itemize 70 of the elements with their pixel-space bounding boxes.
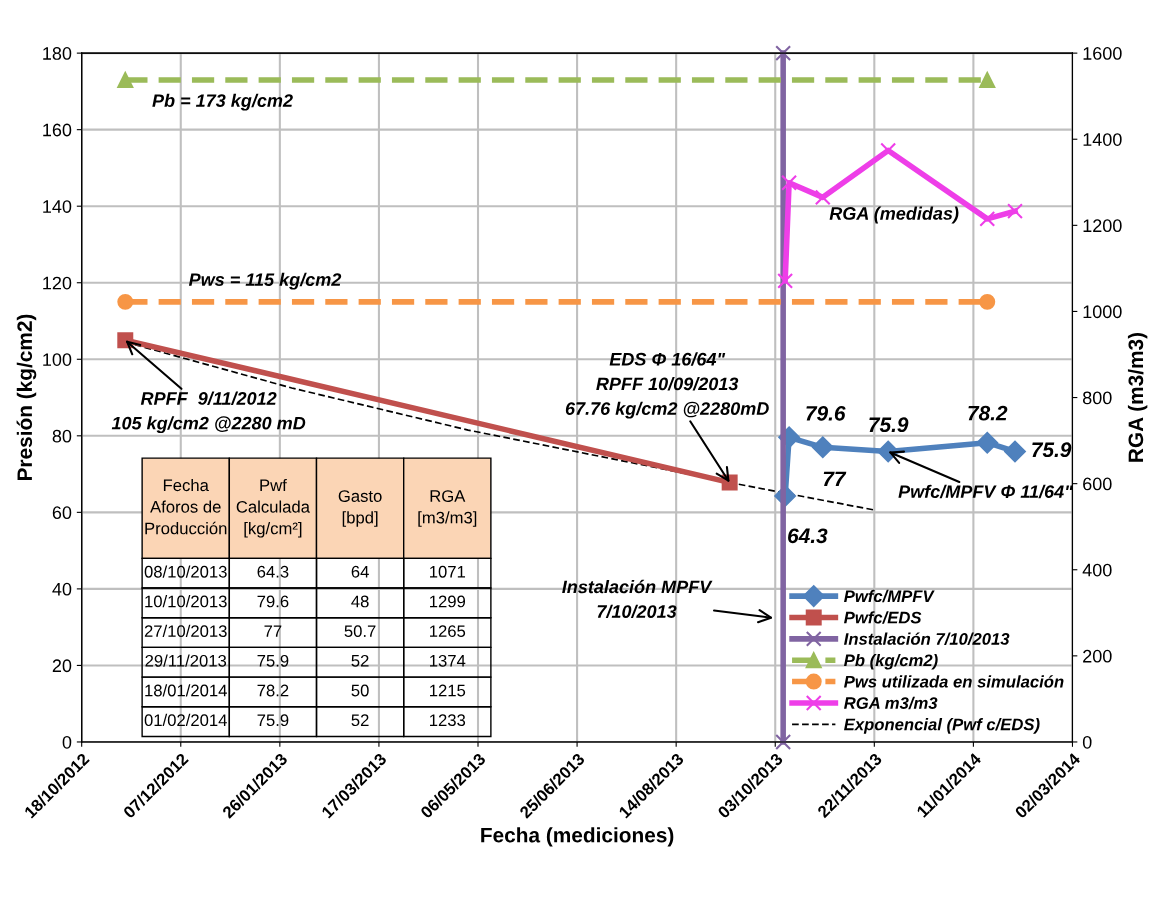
y2-tick-label: 400 bbox=[1082, 563, 1112, 577]
annotation: 48 bbox=[351, 595, 369, 608]
annotation: 77 bbox=[264, 625, 282, 637]
annotation: Gasto [bpd] bbox=[338, 490, 382, 527]
legend-label: Instalación 7/10/2013 bbox=[844, 632, 1010, 646]
y-tick-label: 100 bbox=[43, 353, 72, 366]
annotation: 50.7 bbox=[344, 625, 376, 638]
annotation: 64.3 bbox=[257, 565, 289, 578]
y-tick-label: 140 bbox=[43, 200, 72, 213]
annotation: 50 bbox=[351, 684, 369, 697]
annotation: 75.9 bbox=[257, 654, 289, 667]
annotation: 27/10/2013 bbox=[144, 624, 227, 638]
data-label: 77 bbox=[823, 471, 847, 487]
y2-tick-label: 1000 bbox=[1083, 305, 1122, 319]
y2-tick-label: 1400 bbox=[1083, 133, 1122, 146]
annotation: 10/10/2013 bbox=[145, 595, 227, 608]
annotation: 01/02/2014 bbox=[144, 713, 227, 727]
x-axis-title: Fecha (mediciones) bbox=[481, 827, 674, 847]
y-axis-title: Presión (kg/cm2) bbox=[16, 314, 37, 481]
y-tick-label: 160 bbox=[43, 123, 72, 137]
y-tick-label: 80 bbox=[52, 429, 72, 443]
legend-label: Exponencial (Pwf c/EDS) bbox=[844, 718, 1040, 734]
annotation: 79.6 bbox=[257, 595, 289, 608]
annotation: Pwfc/MPFV Φ 11/64" bbox=[898, 484, 1073, 499]
annotation: EDS Φ 16/64" RPFF 10/09/2013 67.76 kg/cm2 @2280mD bbox=[565, 352, 769, 419]
annotation: 78.2 bbox=[257, 684, 289, 697]
y-tick-label: 60 bbox=[52, 506, 72, 520]
annotation: 64 bbox=[351, 565, 369, 578]
legend-label: RGA m3/m3 bbox=[844, 696, 938, 710]
annotation: RPFF 9/11/2012 105 kg/cm2 @2280 mD bbox=[111, 391, 306, 434]
annotation: 52 bbox=[351, 654, 369, 667]
y-tick-label: 120 bbox=[43, 276, 72, 290]
y-tick-label: 180 bbox=[43, 47, 72, 60]
annotation: RGA [m3/m3] bbox=[418, 490, 477, 527]
annotation: 18/01/2014 bbox=[145, 684, 227, 697]
y-tick-label: 0 bbox=[62, 735, 72, 749]
legend-label: Pwfc/MPFV bbox=[844, 589, 935, 603]
annotation: Instalación MPFV 7/10/2013 bbox=[562, 579, 713, 619]
annotation: Pwf Calculada [kg/cm²] bbox=[236, 478, 310, 538]
annotation: Fecha Aforos de Producción bbox=[145, 478, 227, 535]
legend-label: Pwfc/EDS bbox=[844, 611, 922, 624]
y2-tick-label: 600 bbox=[1083, 477, 1112, 491]
data-label: 75.9 bbox=[1032, 442, 1072, 458]
annotation: 1215 bbox=[430, 684, 466, 697]
data-label: 78.2 bbox=[968, 405, 1008, 421]
legend-label: Pb (kg/cm2) bbox=[844, 653, 938, 670]
annotation: Pws = 115 kg/cm2 bbox=[188, 272, 342, 290]
y-tick-label: 40 bbox=[52, 582, 72, 596]
y-tick-label: 20 bbox=[52, 659, 72, 673]
y2-tick-label: 1600 bbox=[1083, 47, 1122, 60]
y2-axis-title: RGA (m3/m3) bbox=[1127, 332, 1148, 462]
data-label: 64.3 bbox=[788, 528, 828, 544]
annotation: 1299 bbox=[430, 595, 466, 608]
annotation: 1071 bbox=[430, 565, 466, 578]
y2-tick-label: 1200 bbox=[1083, 219, 1122, 233]
annotation: 29/11/2013 bbox=[145, 654, 227, 667]
y2-tick-label: 0 bbox=[1082, 735, 1092, 749]
data-label: 79.6 bbox=[806, 405, 846, 421]
annotation: RGA (medidas) bbox=[829, 206, 959, 224]
y2-tick-label: 200 bbox=[1083, 649, 1112, 663]
annotation: 1233 bbox=[430, 714, 466, 727]
annotation: 75.9 bbox=[257, 714, 289, 727]
annotation: 1265 bbox=[430, 625, 466, 638]
annotation: Pb = 173 kg/cm2 bbox=[152, 93, 293, 111]
y2-tick-label: 800 bbox=[1082, 391, 1112, 405]
annotation: 08/10/2013 bbox=[144, 565, 227, 578]
annotation: 52 bbox=[351, 714, 369, 727]
annotation: 1374 bbox=[430, 654, 466, 667]
data-label: 75.9 bbox=[869, 417, 909, 433]
legend-label: Pws utilizada en simulación bbox=[844, 675, 1064, 688]
